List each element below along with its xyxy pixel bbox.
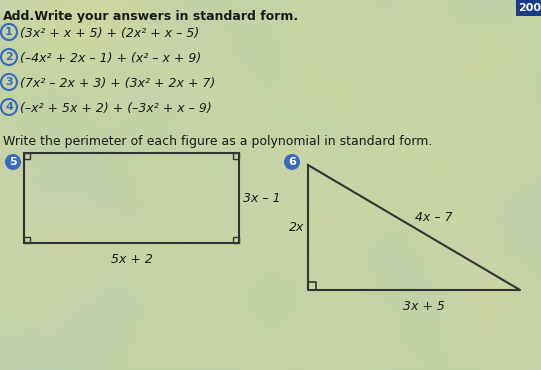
- Text: 4x – 7: 4x – 7: [415, 211, 453, 224]
- Text: (7x² – 2x + 3) + (3x² + 2x + 7): (7x² – 2x + 3) + (3x² + 2x + 7): [20, 77, 215, 90]
- Text: 5: 5: [9, 157, 17, 167]
- Text: 200: 200: [518, 3, 541, 13]
- Text: (–4x² + 2x – 1) + (x² – x + 9): (–4x² + 2x – 1) + (x² – x + 9): [20, 52, 201, 65]
- Bar: [233, 237, 239, 243]
- Bar: [24, 153, 30, 159]
- Text: 4: 4: [5, 102, 13, 112]
- Text: (3x² + x + 5) + (2x² + x – 5): (3x² + x + 5) + (2x² + x – 5): [20, 27, 199, 40]
- Bar: [233, 153, 239, 159]
- Bar: [24, 153, 239, 243]
- Text: 3x + 5: 3x + 5: [403, 300, 445, 313]
- Text: 3: 3: [5, 77, 13, 87]
- Text: 3x – 1: 3x – 1: [243, 192, 281, 205]
- Circle shape: [284, 154, 300, 170]
- Text: Write the perimeter of each figure as a polynomial in standard form.: Write the perimeter of each figure as a …: [3, 135, 432, 148]
- Text: 1: 1: [5, 27, 13, 37]
- Text: 2x: 2x: [289, 221, 304, 234]
- Text: 6: 6: [288, 157, 296, 167]
- Text: Write your answers in standard form.: Write your answers in standard form.: [30, 10, 298, 23]
- Text: 5x + 2: 5x + 2: [110, 253, 153, 266]
- Text: Add.: Add.: [3, 10, 35, 23]
- Text: (–x² + 5x + 2) + (–3x² + x – 9): (–x² + 5x + 2) + (–3x² + x – 9): [20, 102, 212, 115]
- Circle shape: [5, 154, 21, 170]
- Bar: [24, 237, 30, 243]
- Text: 2: 2: [5, 52, 13, 62]
